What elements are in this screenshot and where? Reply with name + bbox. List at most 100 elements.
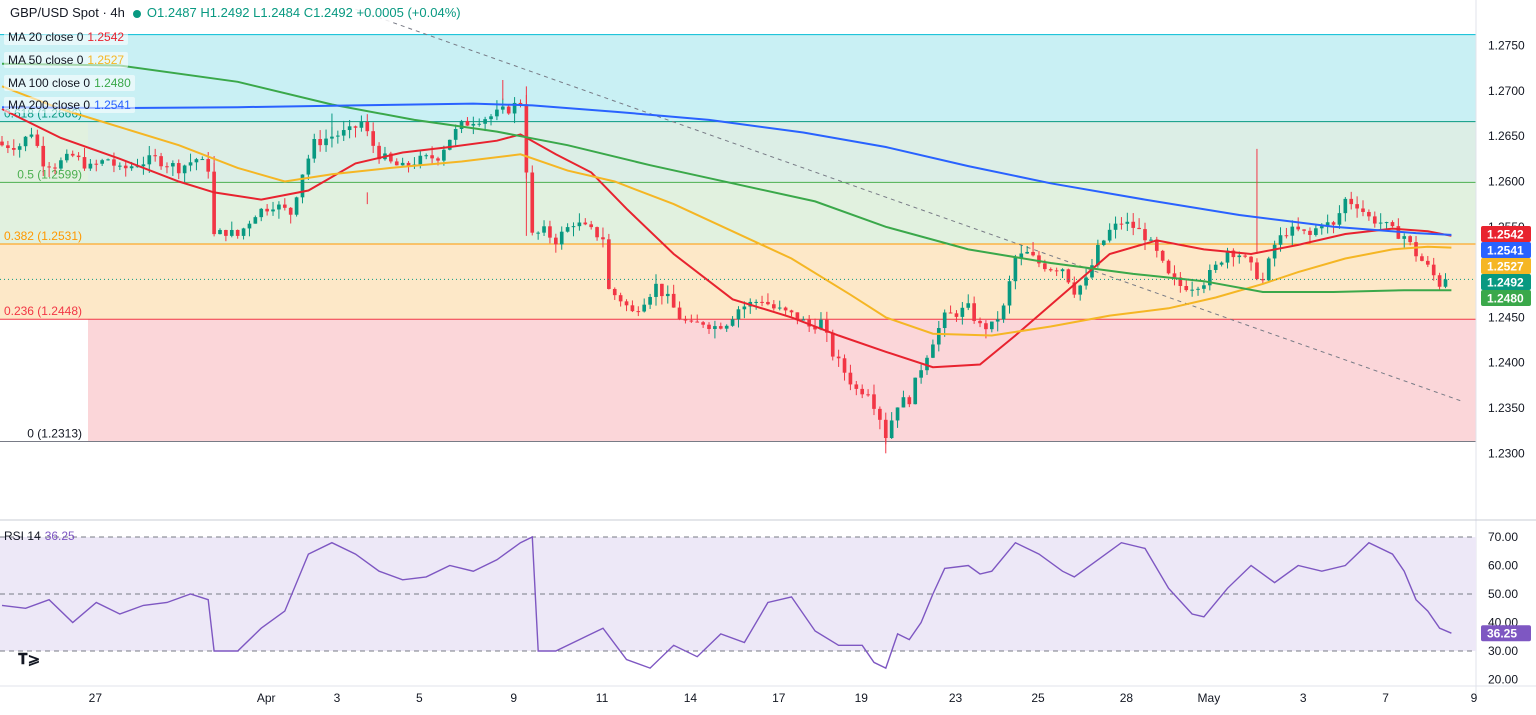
candle bbox=[453, 124, 458, 146]
rsi-legend[interactable]: RSI 14 36.25 bbox=[4, 529, 75, 543]
legend-ma20[interactable]: MA 20 close 0 1.2542 bbox=[4, 29, 129, 45]
time-tick-label: 23 bbox=[949, 691, 963, 705]
candle-body bbox=[347, 126, 352, 131]
candle-body bbox=[17, 146, 22, 150]
candle bbox=[1372, 211, 1377, 228]
candle-body bbox=[1137, 227, 1141, 230]
candle-body bbox=[872, 394, 876, 409]
candle-body bbox=[1437, 275, 1442, 287]
candle bbox=[1125, 212, 1130, 232]
candle-body bbox=[1196, 288, 1200, 290]
candle-body bbox=[1119, 223, 1124, 225]
candle bbox=[1414, 235, 1418, 262]
candle-body bbox=[889, 420, 894, 439]
rsi-tick-label: 50.00 bbox=[1488, 587, 1518, 601]
candle bbox=[312, 133, 317, 163]
symbol-header[interactable]: GBP/USD Spot · 4h O1.2487 H1.2492 L1.2484… bbox=[4, 3, 467, 22]
candle-body bbox=[618, 295, 623, 302]
legend-ma50[interactable]: MA 50 close 0 1.2527 bbox=[4, 52, 129, 68]
candle-body bbox=[406, 162, 411, 166]
candle-body bbox=[1261, 279, 1265, 281]
candle-body bbox=[601, 237, 605, 240]
legend-ma100-value: 1.2480 bbox=[94, 76, 131, 90]
candle bbox=[35, 129, 40, 148]
candle-body bbox=[1113, 223, 1118, 230]
legend-ma100[interactable]: MA 100 close 0 1.2480 bbox=[4, 75, 135, 91]
candle-body bbox=[795, 312, 800, 320]
candle-body bbox=[1084, 277, 1088, 286]
candle-body bbox=[100, 160, 104, 164]
candle bbox=[518, 99, 523, 108]
candle bbox=[324, 129, 328, 152]
candle bbox=[1066, 268, 1071, 285]
candle-body bbox=[1314, 228, 1318, 235]
candle-body bbox=[59, 160, 63, 169]
price-label-text: 1.2541 bbox=[1487, 244, 1524, 258]
time-tick-label: 19 bbox=[855, 691, 869, 705]
candle bbox=[766, 293, 770, 306]
candle-body bbox=[188, 162, 193, 166]
candle-body bbox=[442, 149, 446, 161]
price-label-text: 1.2542 bbox=[1487, 228, 1524, 242]
market-status-dot bbox=[132, 9, 141, 18]
candle bbox=[901, 390, 906, 408]
candle-body bbox=[53, 167, 57, 169]
candle-body bbox=[318, 139, 322, 146]
candle-body bbox=[984, 323, 988, 330]
symbol-title[interactable]: GBP/USD Spot · 4h bbox=[10, 5, 125, 20]
candle bbox=[153, 148, 158, 162]
candle-body bbox=[919, 370, 923, 378]
candle bbox=[94, 159, 99, 172]
candle-body bbox=[807, 319, 812, 327]
legend-ma200[interactable]: MA 200 close 0 1.2541 bbox=[4, 97, 135, 113]
candle-body bbox=[447, 139, 452, 150]
candle-body bbox=[760, 301, 764, 303]
candle-body bbox=[783, 307, 788, 311]
candle bbox=[1284, 227, 1289, 239]
candle-body bbox=[1331, 222, 1336, 225]
candle-body bbox=[836, 356, 841, 359]
candle-body bbox=[565, 227, 570, 232]
candle-body bbox=[1284, 235, 1289, 237]
candle bbox=[683, 315, 688, 324]
candle bbox=[17, 143, 22, 158]
candle-body bbox=[29, 134, 34, 137]
candle bbox=[618, 292, 623, 307]
fib-zone-0.382 bbox=[88, 182, 1476, 244]
candle-body bbox=[1384, 222, 1389, 224]
candle-body bbox=[1361, 208, 1365, 212]
candle bbox=[1196, 286, 1200, 296]
candle bbox=[1037, 250, 1041, 268]
candle-body bbox=[948, 312, 953, 314]
rsi-line bbox=[1, 535, 1452, 670]
candle-body bbox=[1237, 255, 1242, 258]
candle bbox=[842, 354, 847, 381]
candle-body bbox=[1001, 305, 1006, 320]
candle bbox=[218, 228, 222, 235]
candle-body bbox=[1131, 221, 1136, 228]
candle-body bbox=[1231, 250, 1236, 258]
candle-body bbox=[512, 102, 517, 114]
candle-body bbox=[925, 357, 929, 371]
candle-body bbox=[1107, 229, 1112, 241]
candle bbox=[188, 153, 193, 172]
candle bbox=[229, 221, 234, 238]
fib-label-0.236: 0.236 (1.2448) bbox=[4, 304, 82, 318]
candle-body bbox=[459, 120, 464, 130]
candle bbox=[836, 349, 841, 367]
candle bbox=[1166, 259, 1171, 275]
tradingview-logo-icon[interactable]: 𝐓⩾ bbox=[18, 651, 41, 668]
candle-body bbox=[1243, 255, 1247, 257]
candle-body bbox=[966, 303, 971, 308]
candle bbox=[1425, 255, 1430, 268]
candle-body bbox=[630, 305, 635, 312]
candle bbox=[1131, 213, 1136, 236]
candle-body bbox=[106, 159, 110, 161]
candle bbox=[589, 220, 594, 230]
candle-body bbox=[194, 159, 199, 163]
candle-body bbox=[341, 130, 346, 136]
candle bbox=[1013, 254, 1018, 290]
price-label-box bbox=[1481, 258, 1531, 275]
